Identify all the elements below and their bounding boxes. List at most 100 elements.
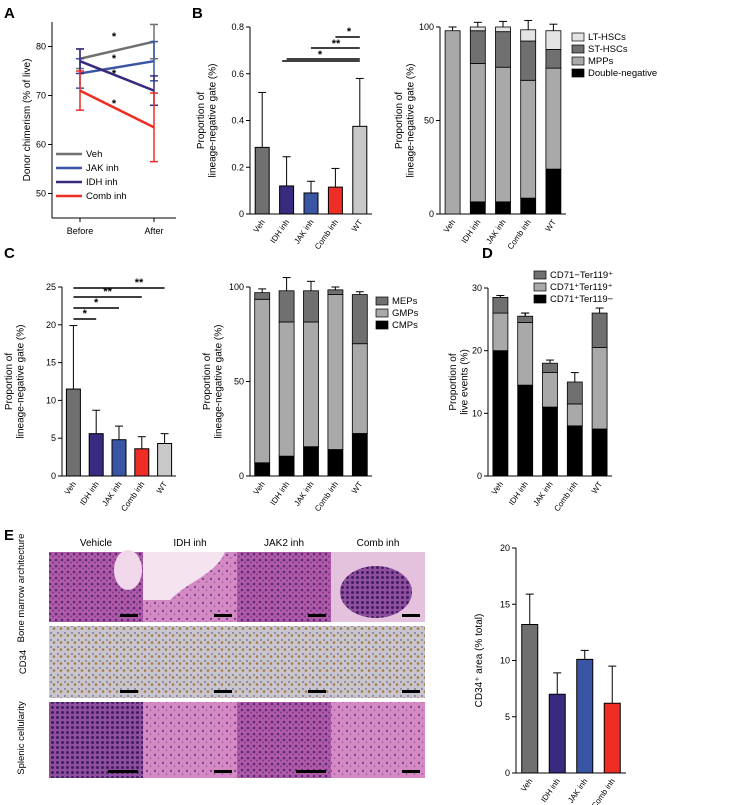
bar-segment-meps-idh-inh — [278, 290, 295, 323]
y-axis-label: Proportion oflineage-negative gate (%) — [196, 64, 219, 178]
y-axis-label: Proportion oflive events (%) — [448, 349, 471, 415]
legend-entry-mpps: MPPs — [588, 56, 614, 67]
x-tick-label-idh-inh: IDH inh — [269, 218, 292, 245]
bar-segment-cmps-jak-inh — [303, 446, 319, 477]
scale-bar — [214, 690, 232, 693]
bar-segment-cd71-ter119-jak-inh — [542, 406, 558, 477]
x-tick-label-jak-inh: JAK inh — [484, 218, 507, 246]
x-tick-label-jak-inh: JAK inh — [100, 480, 123, 508]
bar-segment-lt-hscs-idh-inh — [469, 26, 486, 32]
x-tick-label-idh-inh: IDH inh — [507, 480, 530, 507]
legend-entry-lt-hscs: LT-HSCs — [588, 32, 626, 43]
bar-segment-cmps-veh — [254, 462, 271, 477]
y-tick-label: 50 — [234, 377, 244, 387]
bar-segment-st-hscs-comb-inh — [520, 40, 537, 81]
x-tick-label-comb-inh: Comb inh — [552, 480, 579, 513]
chart-d: 0 10 20 30 Proportion oflive events (%) Veh ID… — [448, 270, 614, 513]
micrograph-cd34-comb — [331, 626, 425, 698]
bar-segment-lt-hscs-jak-inh — [495, 26, 511, 33]
y-tick-label: 20 — [500, 543, 510, 553]
x-tick-label-jak-inh: JAK inh — [292, 218, 315, 246]
y-tick-label: 0.4 — [231, 116, 244, 126]
micrograph-spleen-comb — [331, 702, 425, 778]
x-tick-label-jak-inh: JAK inh — [292, 480, 315, 508]
bar-jak-inh — [111, 439, 127, 477]
y-tick-label: 15 — [46, 358, 56, 368]
bar-segment-cd71-ter119-wt — [591, 428, 608, 477]
x-tick-label-jak-inh: JAK inh — [531, 480, 554, 508]
y-tick-label: 100 — [419, 22, 434, 32]
x-tick-label-comb-inh: Comb inh — [590, 777, 617, 805]
scale-bar — [120, 690, 138, 693]
legend-swatch-cd71-ter119 — [533, 270, 547, 280]
x-tick-label-idh-inh: IDH inh — [460, 218, 483, 245]
scale-bar — [308, 690, 326, 693]
bar-segment-gmps-comb-inh — [327, 294, 344, 450]
micrograph-cd34-vehicle — [49, 626, 143, 698]
micrograph-column-vehicle: Vehicle — [80, 538, 113, 549]
micrograph-spleen-idh — [143, 702, 237, 778]
y-axis-label: CD34⁺ area (% total) — [474, 614, 485, 708]
micrograph-bm-vehicle-space — [114, 550, 142, 590]
x-tick-label-wt: WT — [350, 480, 365, 495]
bar-jak-inh — [576, 658, 594, 774]
legend-entry-st-hscs: ST-HSCs — [588, 44, 628, 55]
bar-segment-st-hscs-idh-inh — [469, 30, 486, 64]
y-tick-label: 50 — [424, 116, 434, 126]
x-tick-label-veh: Veh — [252, 218, 267, 234]
x-tick-label-veh: Veh — [519, 777, 534, 793]
bar-segment-st-hscs-jak-inh — [495, 31, 511, 68]
y-tick-label: 10 — [472, 408, 482, 418]
bar-segment-cmps-wt — [351, 433, 368, 477]
chart-b2: 0 50 100 Proportion oflineage-negative gate… — [394, 19, 657, 251]
panel-label-a: A — [4, 5, 15, 22]
significance-marker: * — [318, 49, 323, 61]
bar-segment-lt-hscs-comb-inh — [520, 29, 537, 42]
bar-segment-cd71-ter119-comb-inh — [566, 425, 583, 477]
chart-c2: 0 50 100 Proportion oflineage-negative gate… — [202, 277, 419, 513]
x-tick-label-jak-inh: JAK inh — [566, 777, 589, 805]
legend-entry-comb-inh: Comb inh — [86, 191, 127, 202]
bar-segment-cd71-ter119-wt — [591, 347, 608, 430]
micrograph-row-bone-marrow: Bone marrow architecture — [16, 534, 27, 643]
bar-segment-double-negative-idh-inh — [469, 201, 486, 215]
scale-bar — [308, 614, 326, 617]
significance-marker: * — [112, 68, 117, 80]
micrograph-bm-jak2 — [237, 552, 331, 622]
micrograph-column-jak2: JAK2 inh — [264, 538, 304, 549]
y-tick-label: 70 — [36, 91, 46, 101]
bar-segment-gmps-wt — [351, 343, 368, 434]
x-tick-label-wt: WT — [544, 218, 559, 233]
legend-entry-gmps: GMPs — [392, 308, 419, 319]
series-line-idh-inh — [79, 60, 155, 92]
scale-bar — [402, 690, 420, 693]
legend-swatch-cmps — [375, 320, 389, 330]
y-tick-label: 50 — [36, 189, 46, 199]
bar-comb-inh — [327, 186, 343, 215]
micrograph-cd34-jak2 — [237, 626, 331, 698]
bar-comb-inh — [134, 448, 150, 477]
bar-segment-meps-wt — [351, 294, 368, 345]
bar-segment-cmps-comb-inh — [327, 449, 344, 477]
bar-segment-cd71-ter119-veh — [492, 312, 509, 352]
y-tick-label: 10 — [500, 656, 510, 666]
series-line-comb-inh — [79, 89, 155, 129]
bar-segment-cd71-ter119-idh-inh — [517, 322, 534, 386]
y-tick-label: 0 — [239, 471, 244, 481]
significance-marker: * — [94, 297, 99, 309]
x-tick-label-veh: Veh — [63, 480, 78, 496]
x-tick-label-wt: WT — [155, 480, 170, 495]
significance-marker: * — [112, 31, 117, 43]
x-tick-label-comb-inh: Comb inh — [119, 480, 146, 513]
legend-swatch-st-hscs — [571, 44, 585, 54]
chart-e2: 0 5 10 15 20 CD34⁺ area (% total) Veh IDH inh JA… — [474, 543, 626, 805]
bar-segment-cd71-ter119-veh — [492, 350, 509, 477]
legend-entry-cd71-ter119: CD71−Ter119⁺ — [550, 270, 613, 281]
legend-entry-jak-inh: JAK inh — [86, 163, 119, 174]
significance-marker: ** — [135, 277, 144, 289]
legend-swatch-double-negative — [571, 68, 585, 78]
bar-segment-lt-hscs-wt — [545, 30, 562, 50]
bar-segment-mpps-comb-inh — [520, 79, 537, 199]
y-tick-label: 5 — [505, 712, 510, 722]
